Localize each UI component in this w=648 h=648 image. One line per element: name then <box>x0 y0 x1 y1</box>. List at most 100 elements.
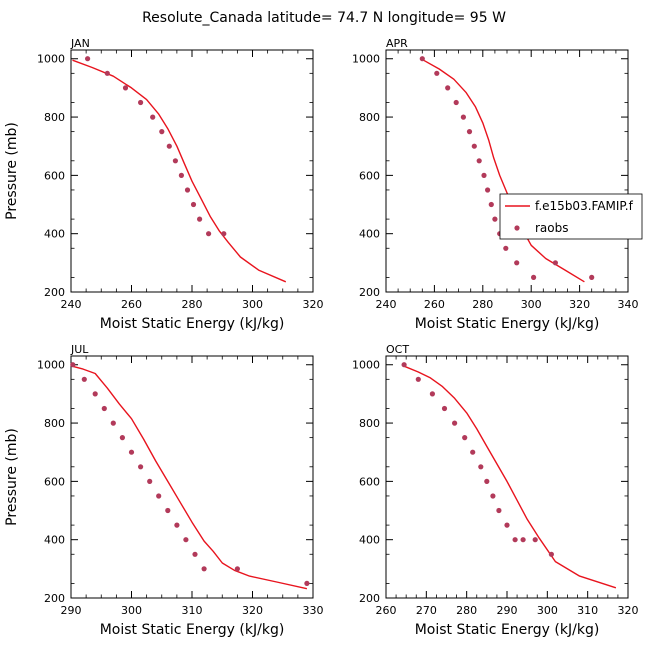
panel-apr-xlabel: Moist Static Energy (kJ/kg) <box>415 316 600 332</box>
panel-apr-title: APR <box>386 37 408 50</box>
panel-jan-ylabel: Pressure (mb) <box>4 122 20 220</box>
panel-jul-frame <box>70 355 314 599</box>
apr-raob-point <box>471 143 477 149</box>
panel-apr: APR Moist Static Energy (kJ/kg) 240 260 28… <box>352 37 643 332</box>
oct-xtick-label: 280 <box>456 604 477 617</box>
apr-ytick-label: 400 <box>359 228 380 241</box>
jan-ytick-label: 200 <box>44 286 65 299</box>
apr-xtick-label: 280 <box>472 298 493 311</box>
panel-jul-marks <box>70 362 310 590</box>
oct-raob-point <box>504 522 510 528</box>
panel-jul-ticks: 290 300 310 320 330 200 400 600 800 1000 <box>37 356 324 617</box>
jul-raob-point <box>110 420 116 426</box>
jan-raob-point <box>150 114 156 120</box>
panel-apr-frame <box>385 49 629 293</box>
oct-raob-point <box>532 537 538 543</box>
oct-ytick-label: 400 <box>359 534 380 547</box>
legend-box <box>499 193 643 240</box>
figure-title: Resolute_Canada latitude= 74.7 N longitu… <box>142 10 506 26</box>
oct-ytick-label: 1000 <box>352 359 380 372</box>
jul-raob-point <box>138 464 144 470</box>
apr-raob-point <box>531 274 537 280</box>
apr-raob-point <box>434 70 440 76</box>
jul-raob-point <box>165 507 171 514</box>
legend: f.e15b03.FAMIP.f raobs <box>499 193 643 240</box>
apr-raob-point <box>466 129 473 135</box>
apr-raob-point <box>492 216 498 222</box>
jan-raob-point <box>122 85 129 91</box>
jan-raob-point <box>178 172 184 178</box>
panel-jul-title: JUL <box>70 343 89 356</box>
jan-ytick-label: 800 <box>44 111 65 124</box>
jul-ytick-label: 600 <box>44 475 65 488</box>
legend-dot-sample <box>514 225 520 231</box>
apr-raob-point <box>481 172 487 178</box>
jul-xtick-label: 330 <box>303 604 324 617</box>
apr-raob-point <box>453 99 459 106</box>
jan-xtick-label: 240 <box>61 298 82 311</box>
oct-raob-point <box>484 478 490 484</box>
panel-oct-ticks: 260 270 280 290 300 310 320 200 400 600 800 1000 <box>352 356 639 617</box>
jul-ytick-label: 200 <box>44 592 65 605</box>
jul-raob-point <box>92 391 98 397</box>
jul-raob-point <box>147 478 153 484</box>
panel-jul: JUL Pressure (mb) Moist Static Energy (k… <box>4 343 324 638</box>
apr-ytick-label: 1000 <box>352 53 380 66</box>
oct-xtick-label: 310 <box>577 604 598 617</box>
apr-xtick-label: 340 <box>618 298 639 311</box>
jan-xtick-label: 320 <box>303 298 324 311</box>
jan-raob-point <box>221 231 227 237</box>
jul-raob-point <box>304 580 310 586</box>
jul-xtick-label: 310 <box>182 604 203 617</box>
jan-raob-point <box>197 216 203 222</box>
apr-ytick-label: 800 <box>359 111 380 124</box>
apr-xtick-label: 300 <box>521 298 542 311</box>
apr-raob-point <box>589 274 595 280</box>
oct-raob-point <box>496 507 502 514</box>
panel-jan: JAN Pressure (mb) Moist Static Energy (k… <box>4 37 324 332</box>
jan-xtick-label: 260 <box>121 298 142 311</box>
apr-raob-point <box>445 85 451 91</box>
oct-raob-point <box>548 551 554 557</box>
jul-ytick-label: 1000 <box>37 359 65 372</box>
jan-ytick-label: 400 <box>44 228 65 241</box>
panel-jan-title: JAN <box>70 37 90 50</box>
jan-raob-point <box>166 143 172 149</box>
jul-raob-point <box>183 537 189 543</box>
apr-raob-point <box>552 260 558 266</box>
apr-raob-point <box>485 187 491 193</box>
apr-raob-point <box>476 158 482 164</box>
oct-raob-point <box>415 376 421 382</box>
oct-raob-point <box>462 435 468 441</box>
jul-ytick-label: 800 <box>44 417 65 430</box>
jul-raob-point <box>174 522 180 528</box>
oct-xtick-label: 290 <box>497 604 518 617</box>
jan-ytick-label: 1000 <box>37 53 65 66</box>
apr-model-line <box>423 59 585 283</box>
panel-oct-xlabel: Moist Static Energy (kJ/kg) <box>415 622 600 638</box>
apr-xtick-label: 240 <box>376 298 397 311</box>
jul-model-line <box>72 365 308 590</box>
panel-jul-ylabel: Pressure (mb) <box>4 428 20 526</box>
jan-raob-point <box>190 201 197 208</box>
jul-raob-point <box>192 551 198 557</box>
jul-raob-point <box>201 566 207 572</box>
oct-raob-point <box>441 405 448 412</box>
panel-oct-title: OCT <box>386 343 409 356</box>
panel-jan-xlabel: Moist Static Energy (kJ/kg) <box>100 316 285 332</box>
oct-model-line <box>403 365 617 589</box>
oct-ytick-label: 200 <box>359 592 380 605</box>
panel-oct-marks <box>401 362 617 589</box>
legend-obs-label: raobs <box>535 221 569 235</box>
jul-raob-point <box>101 405 107 412</box>
oct-raob-point <box>452 420 458 426</box>
legend-model-label: f.e15b03.FAMIP.f <box>535 199 634 213</box>
jan-raob-point <box>138 99 144 106</box>
apr-xtick-label: 260 <box>424 298 445 311</box>
jan-raob-point <box>184 187 191 193</box>
jul-xtick-label: 290 <box>61 604 82 617</box>
jan-raob-point <box>104 70 110 76</box>
oct-raob-point <box>429 391 435 397</box>
oct-ytick-label: 600 <box>359 475 380 488</box>
